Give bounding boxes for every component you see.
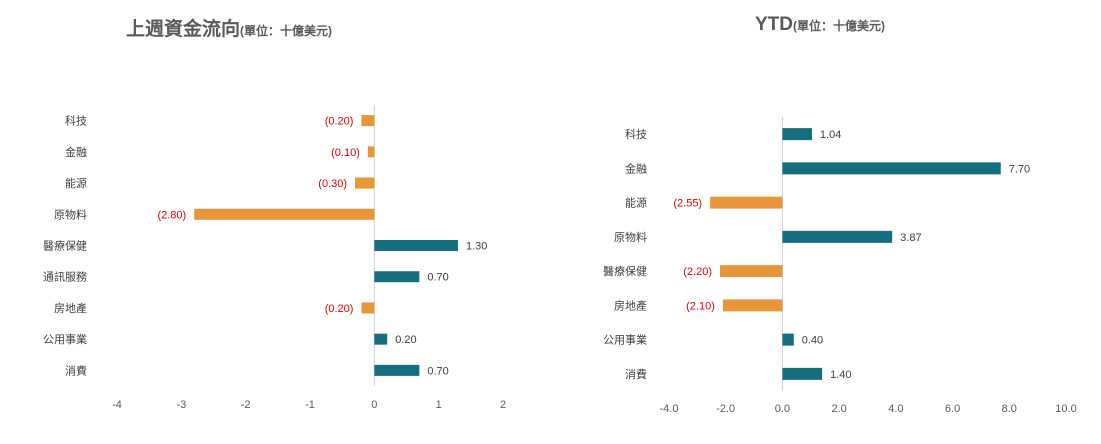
bar bbox=[374, 240, 458, 251]
data-label: 0.40 bbox=[802, 335, 823, 347]
data-label: 1.30 bbox=[466, 241, 487, 253]
data-label: (0.20) bbox=[325, 303, 354, 315]
bar bbox=[782, 367, 823, 380]
bar bbox=[782, 333, 794, 346]
data-label: 0.70 bbox=[427, 272, 448, 284]
chart-title-main: YTD bbox=[755, 14, 793, 35]
category-label: 能源 bbox=[625, 196, 647, 210]
category-label: 房地產 bbox=[54, 301, 87, 315]
data-label: (0.10) bbox=[331, 147, 360, 159]
bar bbox=[374, 271, 420, 283]
data-label: 3.87 bbox=[900, 232, 921, 244]
x-tick-label: -1 bbox=[305, 399, 315, 411]
category-label: 醫療保健 bbox=[43, 239, 87, 253]
bar bbox=[194, 208, 375, 220]
chart-title-ytd: YTD(單位：十億美元) bbox=[755, 14, 885, 36]
bar bbox=[782, 128, 812, 141]
x-tick-label: 2.0 bbox=[831, 403, 846, 415]
category-label: 消費 bbox=[65, 363, 87, 377]
category-label: 通訊服務 bbox=[43, 270, 87, 284]
bar bbox=[722, 299, 783, 312]
x-tick-label: 0.0 bbox=[775, 403, 790, 415]
x-tick-label: 0 bbox=[371, 399, 377, 411]
data-label: 0.70 bbox=[427, 365, 448, 377]
category-label: 科技 bbox=[65, 114, 87, 128]
x-tick-label: -4 bbox=[112, 399, 122, 411]
data-label: (2.10) bbox=[686, 300, 715, 312]
category-label: 醫療保健 bbox=[603, 264, 647, 278]
data-label: (2.55) bbox=[673, 198, 702, 210]
category-label: 公用事業 bbox=[603, 334, 647, 347]
bar bbox=[782, 162, 1001, 175]
data-label: 1.40 bbox=[830, 369, 851, 381]
chart-title-main: 上週資金流向 bbox=[126, 19, 241, 40]
x-tick-label: 8.0 bbox=[1002, 403, 1017, 415]
data-label: 0.20 bbox=[395, 334, 416, 346]
category-label: 公用事業 bbox=[43, 333, 87, 346]
chart-title-unit: (單位：十億美元) bbox=[793, 19, 885, 33]
bar bbox=[374, 364, 420, 376]
x-tick-label: -2 bbox=[241, 399, 251, 411]
category-label: 金融 bbox=[65, 145, 87, 159]
data-label: (0.30) bbox=[318, 178, 347, 190]
data-label: (2.80) bbox=[157, 209, 186, 221]
x-tick-label: 1 bbox=[436, 399, 442, 411]
chart-title-unit: (單位：十億美元) bbox=[240, 24, 333, 38]
x-tick-label: 2 bbox=[500, 399, 506, 411]
bar bbox=[782, 230, 893, 243]
category-label: 能源 bbox=[65, 176, 87, 190]
category-label: 科技 bbox=[625, 127, 647, 141]
data-label: (2.20) bbox=[683, 266, 712, 278]
category-label: 原物料 bbox=[614, 230, 647, 244]
category-label: 房地產 bbox=[614, 298, 647, 312]
bar bbox=[361, 302, 375, 314]
x-tick-label: -2.0 bbox=[716, 403, 735, 415]
x-tick-label: 6.0 bbox=[945, 403, 960, 415]
chart-title-weekly-flows: 上週資金流向(單位：十億美元) bbox=[126, 14, 332, 41]
bar bbox=[361, 115, 375, 127]
bar bbox=[355, 177, 375, 189]
x-tick-label: -4.0 bbox=[660, 403, 679, 415]
data-label: (0.20) bbox=[325, 116, 354, 128]
bar bbox=[374, 333, 388, 345]
category-label: 金融 bbox=[625, 161, 647, 175]
x-tick-label: 4.0 bbox=[888, 403, 903, 415]
category-label: 消費 bbox=[625, 367, 647, 381]
x-tick-label: -3 bbox=[176, 399, 186, 411]
data-label: 7.70 bbox=[1009, 163, 1030, 175]
category-label: 原物料 bbox=[54, 207, 87, 221]
data-label: 1.04 bbox=[820, 129, 841, 141]
bar bbox=[720, 265, 783, 278]
bar bbox=[710, 196, 783, 209]
x-tick-label: 10.0 bbox=[1055, 403, 1076, 415]
bar bbox=[367, 146, 375, 158]
